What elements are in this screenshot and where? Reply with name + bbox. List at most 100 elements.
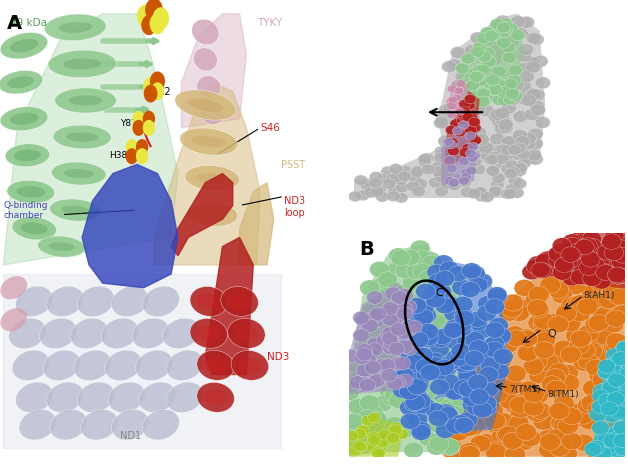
- Circle shape: [443, 353, 463, 369]
- Circle shape: [594, 255, 614, 271]
- Circle shape: [443, 102, 458, 114]
- Circle shape: [367, 291, 383, 304]
- Circle shape: [444, 306, 464, 322]
- Circle shape: [465, 125, 477, 135]
- Ellipse shape: [238, 357, 262, 373]
- Circle shape: [552, 238, 571, 254]
- Circle shape: [457, 333, 477, 350]
- Circle shape: [494, 123, 509, 134]
- Circle shape: [604, 339, 625, 356]
- Circle shape: [510, 401, 531, 418]
- Ellipse shape: [80, 410, 118, 440]
- Circle shape: [426, 403, 445, 419]
- Circle shape: [609, 373, 626, 388]
- Circle shape: [480, 47, 495, 58]
- Circle shape: [502, 430, 523, 447]
- Ellipse shape: [50, 410, 87, 440]
- Circle shape: [533, 55, 548, 67]
- Circle shape: [420, 382, 440, 398]
- Circle shape: [497, 144, 511, 155]
- Ellipse shape: [149, 293, 173, 310]
- Circle shape: [452, 377, 472, 393]
- Ellipse shape: [77, 325, 101, 342]
- Circle shape: [415, 341, 435, 356]
- Circle shape: [615, 341, 628, 355]
- Circle shape: [503, 94, 517, 105]
- Circle shape: [541, 439, 562, 456]
- Circle shape: [608, 373, 625, 387]
- Circle shape: [455, 71, 470, 83]
- Ellipse shape: [175, 90, 236, 120]
- Circle shape: [451, 415, 470, 431]
- Circle shape: [608, 254, 627, 269]
- Circle shape: [409, 419, 430, 435]
- Circle shape: [517, 158, 531, 168]
- Circle shape: [603, 434, 620, 448]
- Circle shape: [609, 349, 628, 366]
- Circle shape: [524, 391, 545, 408]
- Circle shape: [410, 410, 430, 425]
- Circle shape: [403, 357, 422, 373]
- Circle shape: [509, 134, 525, 145]
- Circle shape: [455, 385, 475, 401]
- Circle shape: [431, 331, 451, 348]
- Circle shape: [450, 119, 462, 128]
- Circle shape: [593, 399, 612, 413]
- Circle shape: [387, 261, 407, 277]
- Circle shape: [476, 94, 491, 106]
- Circle shape: [486, 75, 500, 86]
- Ellipse shape: [14, 150, 41, 161]
- Circle shape: [439, 346, 459, 362]
- Ellipse shape: [40, 318, 77, 349]
- Circle shape: [463, 101, 475, 110]
- Circle shape: [533, 312, 555, 329]
- Circle shape: [448, 424, 469, 441]
- Circle shape: [602, 236, 622, 252]
- Ellipse shape: [200, 104, 224, 124]
- Circle shape: [595, 328, 616, 345]
- Circle shape: [496, 37, 511, 48]
- Circle shape: [348, 445, 362, 456]
- Circle shape: [406, 320, 423, 334]
- Circle shape: [526, 88, 542, 100]
- Ellipse shape: [66, 132, 98, 142]
- PathPatch shape: [349, 417, 404, 457]
- Ellipse shape: [77, 382, 114, 412]
- Circle shape: [488, 38, 503, 50]
- Circle shape: [398, 333, 418, 349]
- Circle shape: [580, 294, 601, 311]
- Text: ND1: ND1: [120, 431, 141, 441]
- Circle shape: [549, 439, 570, 457]
- Circle shape: [369, 348, 388, 364]
- Circle shape: [607, 377, 628, 394]
- Circle shape: [509, 79, 524, 91]
- Circle shape: [465, 132, 476, 140]
- Circle shape: [462, 391, 482, 407]
- Circle shape: [466, 149, 482, 161]
- Circle shape: [512, 393, 533, 410]
- Circle shape: [500, 21, 514, 32]
- Circle shape: [526, 32, 541, 44]
- Circle shape: [494, 144, 510, 156]
- Circle shape: [552, 405, 573, 423]
- Circle shape: [447, 59, 462, 71]
- Circle shape: [551, 414, 571, 432]
- Circle shape: [430, 342, 449, 358]
- Circle shape: [594, 358, 615, 376]
- Circle shape: [587, 401, 609, 418]
- Circle shape: [458, 99, 470, 109]
- Circle shape: [604, 400, 622, 415]
- Circle shape: [604, 442, 622, 456]
- Circle shape: [373, 396, 393, 411]
- Circle shape: [570, 269, 590, 285]
- Circle shape: [612, 419, 628, 437]
- Circle shape: [433, 329, 453, 345]
- Circle shape: [408, 411, 428, 427]
- Circle shape: [444, 322, 463, 338]
- Circle shape: [396, 307, 413, 321]
- Circle shape: [460, 385, 480, 401]
- Circle shape: [428, 357, 448, 373]
- Circle shape: [431, 162, 445, 172]
- Circle shape: [519, 43, 534, 55]
- Ellipse shape: [21, 222, 48, 234]
